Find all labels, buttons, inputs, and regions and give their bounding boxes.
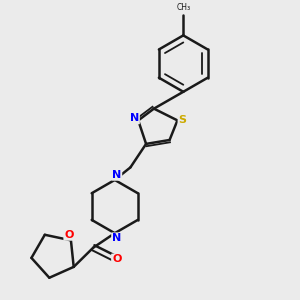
Text: N: N <box>112 170 121 180</box>
Text: O: O <box>112 254 122 264</box>
Text: S: S <box>178 115 187 124</box>
Text: O: O <box>64 230 74 240</box>
Text: N: N <box>130 113 139 123</box>
Text: N: N <box>112 233 121 243</box>
Text: CH₃: CH₃ <box>176 3 190 12</box>
